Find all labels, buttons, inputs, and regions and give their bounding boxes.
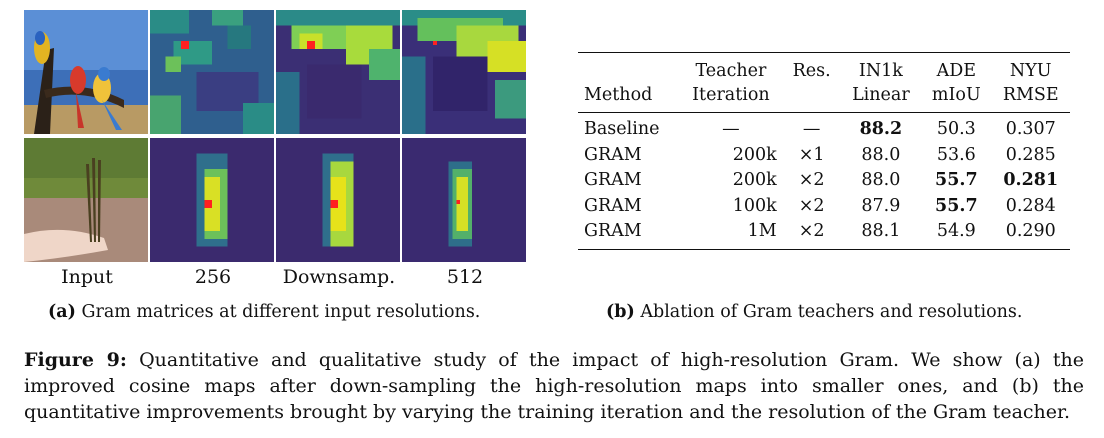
subcaption-a: (a) Gram matrices at different input res… [48,302,480,322]
col-label-256: 256 [194,266,232,288]
col-label-512: 512 [446,266,484,288]
table-row: GRAM 1M ×2 88.1 54.9 0.290 [578,219,1070,250]
gram-map-512-plant [402,138,526,262]
subcaption-a-text: Gram matrices at different input resolut… [81,302,481,322]
table-row: GRAM 200k ×2 88.0 55.7 0.281 [578,168,1070,194]
cell-in1k: 88.1 [840,219,922,250]
cell-in1k: 88.0 [861,144,901,165]
cell-method: GRAM [584,170,642,190]
table-row: GRAM 200k ×1 88.0 53.6 0.285 [578,143,1070,169]
cell-res: — [802,119,821,139]
cell-iteration: 200k [732,144,777,165]
cell-ade: 55.7 [935,195,978,216]
cell-method: GRAM [584,144,642,165]
th-bot-iteration: Iteration [679,83,783,113]
th-bot-res [782,83,841,113]
cell-ade: 54.9 [921,219,992,250]
th-bot-method: Method [578,83,680,113]
cell-nyu: 0.307 [1005,119,1056,139]
cell-method: GRAM [578,219,680,250]
subcaption-a-tag: (a) [48,302,76,322]
th-top-teacher: Teacher [679,52,783,83]
th-bot-rmse: RMSE [991,83,1070,113]
figure-caption-label: Figure 9: [24,349,127,371]
input-image-parrots [24,10,148,134]
subcaption-b-tag: (b) [606,302,635,322]
gram-map-downsamp-plant [276,138,400,262]
cell-ade: 55.7 [935,170,978,190]
table-row: GRAM 100k ×2 87.9 55.7 0.284 [578,194,1070,220]
input-image-plant [24,138,148,262]
cell-res: ×1 [798,144,825,165]
col-label-downsamp: Downsamp. [282,266,396,288]
table-row: Baseline — — 88.2 50.3 0.307 [578,113,1070,143]
cell-res: ×2 [798,170,825,190]
subcaption-b: (b) Ablation of Gram teachers and resolu… [606,302,1022,322]
cell-in1k: 88.0 [861,170,901,190]
gram-map-256-parrots [150,10,274,134]
gram-figure-grid [24,10,528,262]
th-top-nyu: NYU [991,52,1070,83]
figure-caption-text: Quantitative and qualitative study of th… [24,349,1084,423]
cell-res: ×2 [798,195,825,216]
cell-nyu: 0.281 [1003,170,1059,190]
cell-ade: 50.3 [936,119,976,139]
cell-nyu: 0.290 [991,219,1070,250]
cell-res: ×2 [782,219,841,250]
th-top-in1k: IN1k [840,52,922,83]
cell-ade: 53.6 [936,144,976,165]
th-top-ade: ADE [921,52,992,83]
gram-map-256-plant [150,138,274,262]
cell-in1k: 88.2 [859,119,903,139]
subcaption-b-text: Ablation of Gram teachers and resolution… [640,302,1023,322]
cell-nyu: 0.284 [1005,195,1056,216]
col-label-input: Input [61,266,113,288]
cell-iteration: — [722,119,740,139]
th-top-method [578,52,680,83]
cell-method: Baseline [584,119,660,139]
th-bot-miou: mIoU [921,83,992,113]
th-bot-linear: Linear [840,83,922,113]
cell-iteration: 1M [679,219,783,250]
figure-caption: Figure 9: Quantitative and qualitative s… [24,347,1084,425]
gram-map-512-parrots [402,10,526,134]
cell-nyu: 0.285 [1005,144,1056,165]
cell-method: GRAM [584,195,642,216]
gram-map-downsamp-parrots [276,10,400,134]
cell-in1k: 87.9 [861,195,901,216]
th-top-res: Res. [782,52,841,83]
cell-iteration: 100k [732,195,777,216]
cell-iteration: 200k [732,170,777,190]
ablation-table: Teacher Res. IN1k ADE NYU Method Iterati… [578,52,1070,250]
